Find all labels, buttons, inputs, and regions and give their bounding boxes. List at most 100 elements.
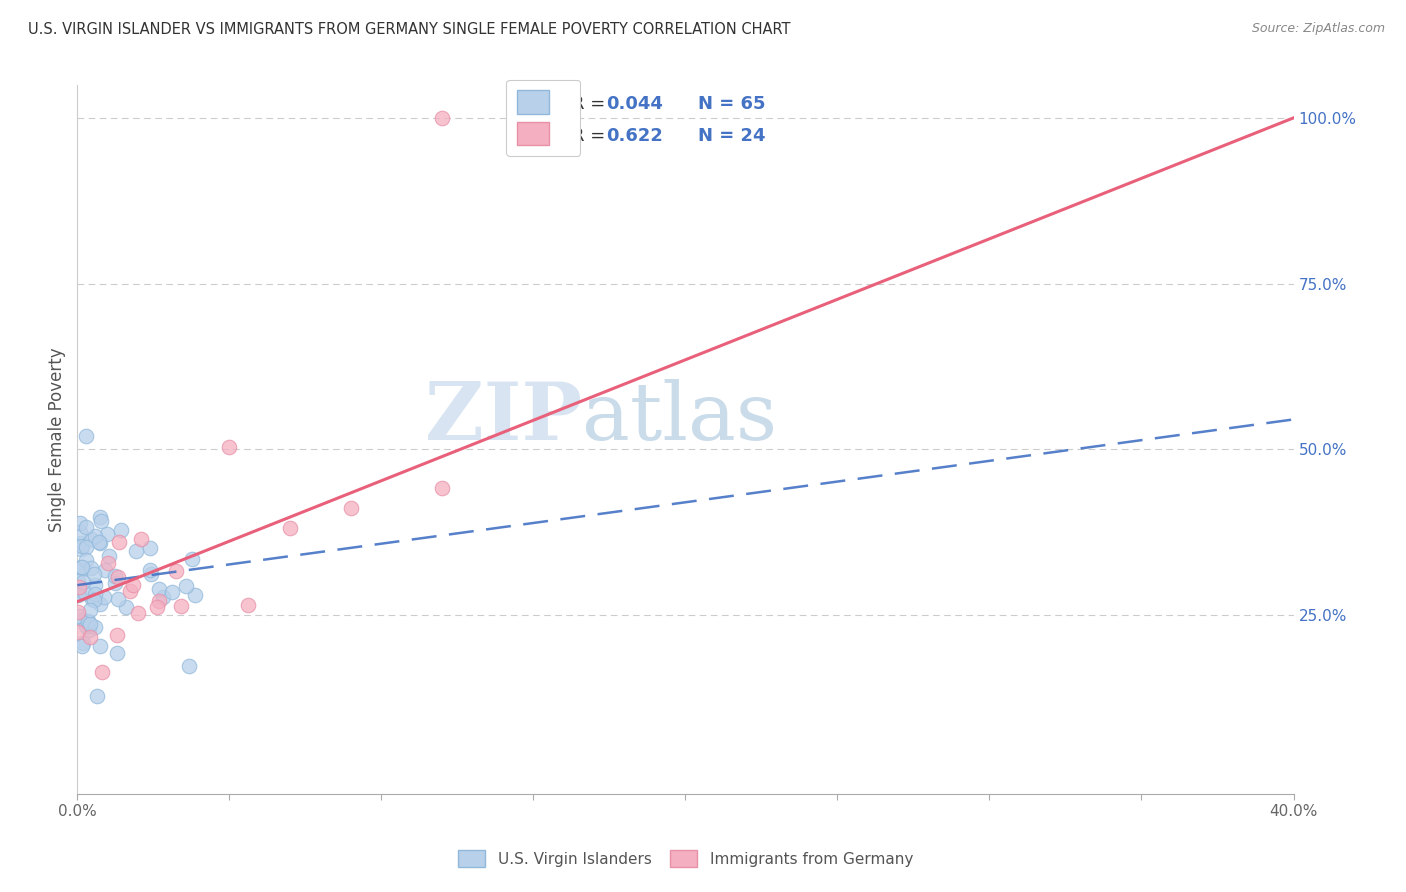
Point (77, 614, 100, 628)
Point (139, 566, 162, 581)
Point (148, 594, 170, 608)
Point (72, 613, 94, 627)
Point (179, 658, 201, 673)
Point (67, 608, 90, 623)
Text: 0.622: 0.622 (606, 128, 664, 145)
Point (110, 523, 132, 537)
Point (75, 519, 97, 533)
Text: R =: R = (572, 128, 606, 145)
Point (69, 516, 91, 530)
Point (75, 553, 97, 567)
Text: ZIP: ZIP (425, 379, 582, 457)
Point (66, 605, 89, 619)
Point (72, 559, 94, 574)
Point (184, 589, 207, 603)
Point (89, 597, 111, 611)
Point (83, 566, 105, 581)
Point (84, 587, 107, 601)
Point (79, 617, 101, 632)
Point (90, 514, 112, 528)
Point (93, 590, 115, 604)
Point (180, 552, 202, 566)
Point (84, 620, 107, 634)
Point (69, 524, 91, 539)
Point (72, 562, 94, 576)
Text: U.S. VIRGIN ISLANDER VS IMMIGRANTS FROM GERMANY SINGLE FEMALE POVERTY CORRELATIO: U.S. VIRGIN ISLANDER VS IMMIGRANTS FROM … (28, 22, 790, 37)
Point (104, 569, 127, 583)
Point (148, 582, 170, 596)
Point (115, 600, 138, 615)
Point (236, 598, 259, 612)
Point (125, 544, 148, 558)
Point (107, 592, 129, 607)
Point (138, 541, 160, 555)
Point (127, 607, 149, 621)
Point (89, 639, 111, 653)
Point (79, 603, 101, 617)
Point (75, 541, 97, 555)
Point (80, 561, 103, 575)
Point (70, 560, 93, 574)
Point (80, 533, 103, 547)
Point (89, 536, 111, 550)
Point (72, 575, 94, 590)
Point (72, 636, 94, 650)
Point (67, 588, 90, 602)
Point (73, 585, 96, 599)
Point (218, 440, 240, 454)
Point (90, 665, 112, 679)
Point (118, 584, 141, 599)
Point (67, 574, 90, 588)
Point (122, 578, 145, 592)
Point (170, 599, 193, 614)
Point (83, 529, 105, 543)
Point (89, 535, 111, 549)
Point (430, 111, 453, 125)
Y-axis label: Single Female Poverty: Single Female Poverty (48, 347, 66, 532)
Point (107, 570, 129, 584)
Point (94, 563, 117, 577)
Point (70, 536, 93, 550)
Point (98, 549, 121, 563)
Point (75, 429, 97, 443)
Point (82, 591, 104, 606)
Point (129, 532, 152, 546)
Point (108, 535, 131, 549)
Point (77, 615, 100, 629)
Point (522, 111, 544, 125)
Point (84, 577, 107, 591)
Point (97, 556, 120, 570)
Point (67, 583, 90, 598)
Point (66, 582, 89, 597)
Point (105, 646, 128, 660)
Text: N = 65: N = 65 (697, 95, 765, 113)
Point (67, 625, 90, 640)
Text: atlas: atlas (582, 379, 778, 457)
Point (165, 564, 187, 578)
Point (340, 501, 363, 516)
Point (430, 482, 453, 496)
Text: R =: R = (572, 95, 606, 113)
Text: 0.044: 0.044 (606, 95, 664, 113)
Point (160, 584, 183, 599)
Point (70, 539, 93, 553)
Point (107, 628, 129, 642)
Point (70, 542, 93, 557)
Point (104, 576, 127, 591)
Point (75, 619, 97, 633)
Point (152, 590, 174, 604)
Legend: U.S. Virgin Islanders, Immigrants from Germany: U.S. Virgin Islanders, Immigrants from G… (449, 840, 922, 877)
Point (96, 526, 118, 541)
Point (70, 639, 93, 653)
Point (86, 689, 108, 703)
Point (174, 579, 197, 593)
Point (139, 564, 162, 578)
Point (278, 521, 301, 535)
Point (146, 599, 169, 614)
Point (89, 509, 111, 524)
Point (79, 630, 101, 644)
Point (67, 580, 90, 594)
Point (83, 593, 105, 607)
Point (77, 623, 100, 637)
Text: Source: ZipAtlas.com: Source: ZipAtlas.com (1251, 22, 1385, 36)
